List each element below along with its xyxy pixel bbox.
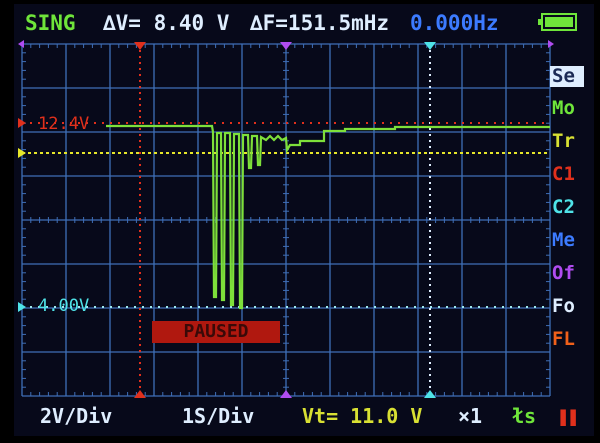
menu-item-fo[interactable]: Fo [552,295,575,317]
menu-item-se[interactable]: Se [550,66,584,87]
center-marker-bottom [280,390,292,398]
menu-item-c1[interactable]: C1 [552,163,575,185]
time-per-div[interactable]: 1S/Div [182,404,255,428]
trigger-mode[interactable]: SING [25,11,76,35]
menu-item-c2[interactable]: C2 [552,196,575,218]
menu-item-of[interactable]: Of [552,262,575,284]
delta-frequency-readout: ∆F=151.5mHz [250,11,390,35]
probe-multiplier[interactable]: ×1 [458,404,483,428]
trigger-edge-icon[interactable]: łs [512,404,537,428]
frequency-readout: 0.000Hz [410,11,499,35]
menu-item-fl[interactable]: FL [552,328,575,350]
cursor-1-marker-bottom [134,390,146,398]
menu-item-mo[interactable]: Mo [552,97,575,119]
right-edge-marker [548,40,554,48]
delta-voltage-readout: ∆V= 8.40 V [103,11,230,35]
upper-cursor-marker [18,118,26,128]
battery-full-icon [538,13,577,31]
menu-item-tr[interactable]: Tr [552,130,575,152]
menu-item-me[interactable]: Me [552,229,575,251]
center-marker [280,42,292,50]
channel-1-trace [106,124,550,310]
volts-per-div[interactable]: 2V/Div [40,404,113,428]
trigger-marker [18,148,26,158]
paused-status-badge: PAUSED [152,321,280,343]
cursor-2-marker [424,42,436,50]
lower-cursor-label: 4.00V [38,296,90,316]
lower-cursor-marker [18,302,26,312]
pause-icon[interactable]: ❚❚ [557,404,579,428]
cursor-2-marker-bottom [424,390,436,398]
trigger-level-readout[interactable]: Vt= 11.0 V [302,404,423,428]
cursor-1-marker [134,42,146,50]
upper-cursor-label: 12.4V [38,114,90,134]
left-edge-marker [18,40,24,48]
